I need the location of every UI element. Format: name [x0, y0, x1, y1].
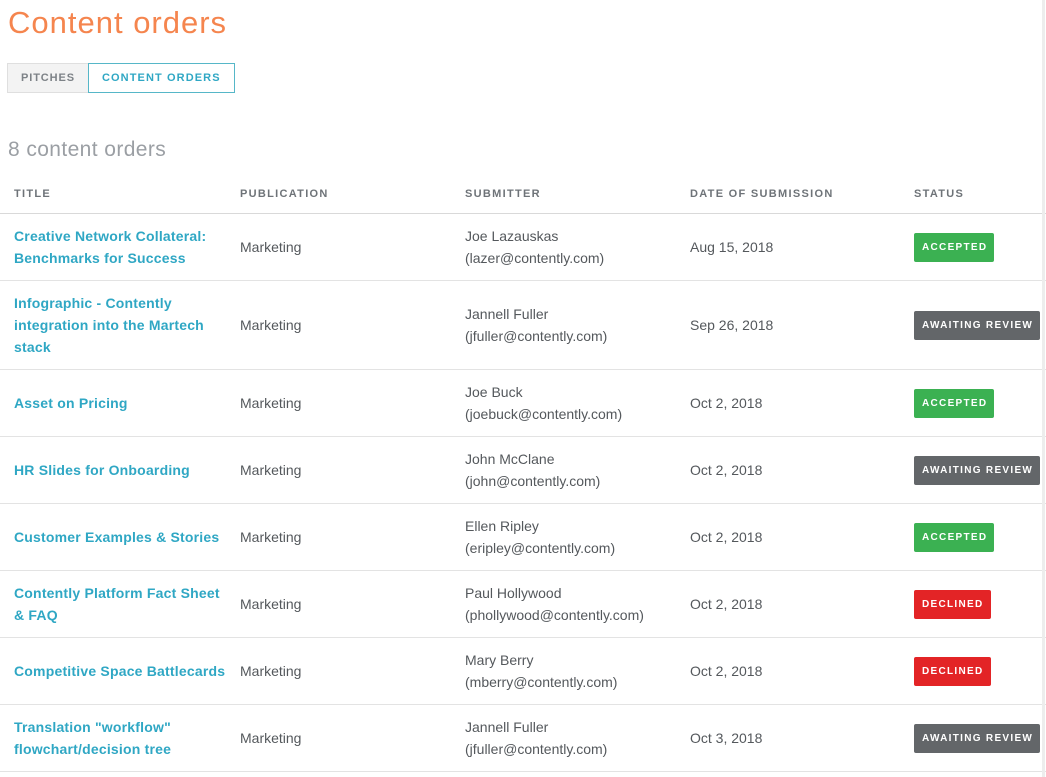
- order-title-link[interactable]: HR Slides for Onboarding: [14, 462, 190, 478]
- submitter-name: Jannell Fuller: [465, 306, 549, 322]
- column-header-date: DATE OF SUBMISSION: [690, 182, 914, 214]
- submitter-cell: Joe Buck (joebuck@contently.com): [465, 369, 690, 437]
- publication-cell: Marketing: [240, 637, 465, 705]
- publication-cell: Marketing: [240, 570, 465, 638]
- submitter-name: Ellen Ripley: [465, 518, 539, 534]
- column-header-publication: PUBLICATION: [240, 182, 465, 214]
- submitter-email: (eripley@contently.com): [465, 540, 616, 556]
- column-header-status: STATUS: [914, 182, 1046, 214]
- submitter-email: (joebuck@contently.com): [465, 406, 623, 422]
- table-row: Asset on Pricing Marketing Joe Buck (joe…: [0, 369, 1046, 437]
- submitter-email: (mberry@contently.com): [465, 674, 618, 690]
- order-title-link[interactable]: Creative Network Collateral: Benchmarks …: [14, 228, 207, 266]
- submitter-cell: Paul Hollywood (phollywood@contently.com…: [465, 570, 690, 638]
- status-badge: AWAITING REVIEW: [914, 455, 1041, 485]
- order-title-link[interactable]: Infographic - Contently integration into…: [14, 295, 204, 355]
- table-row: Translation "workflow" flowchart/decisio…: [0, 704, 1046, 772]
- date-cell: Oct 2, 2018: [690, 503, 914, 571]
- order-title-link[interactable]: Customer Examples & Stories: [14, 529, 220, 545]
- content-orders-table: TITLE PUBLICATION SUBMITTER DATE OF SUBM…: [0, 182, 1046, 772]
- submitter-email: (john@contently.com): [465, 473, 601, 489]
- status-badge: AWAITING REVIEW: [914, 310, 1041, 340]
- date-cell: Oct 2, 2018: [690, 369, 914, 437]
- status-badge: ACCEPTED: [914, 522, 995, 552]
- submitter-cell: John McClane (john@contently.com): [465, 436, 690, 504]
- submitter-email: (phollywood@contently.com): [465, 607, 644, 623]
- status-badge: AWAITING REVIEW: [914, 723, 1041, 753]
- table-row: Creative Network Collateral: Benchmarks …: [0, 213, 1046, 281]
- tab-pitches[interactable]: PITCHES: [7, 63, 89, 93]
- publication-cell: Marketing: [240, 280, 465, 370]
- order-title-link[interactable]: Translation "workflow" flowchart/decisio…: [14, 719, 172, 757]
- status-badge: ACCEPTED: [914, 232, 995, 262]
- table-row: Contently Platform Fact Sheet & FAQ Mark…: [0, 570, 1046, 638]
- scrollbar[interactable]: [1042, 0, 1045, 777]
- submitter-cell: Jannell Fuller (jfuller@contently.com): [465, 280, 690, 370]
- submitter-name: Paul Hollywood: [465, 585, 562, 601]
- submitter-name: Mary Berry: [465, 652, 534, 668]
- table-row: Competitive Space Battlecards Marketing …: [0, 637, 1046, 705]
- publication-cell: Marketing: [240, 369, 465, 437]
- submitter-email: (lazer@contently.com): [465, 250, 605, 266]
- publication-cell: Marketing: [240, 436, 465, 504]
- order-title-link[interactable]: Contently Platform Fact Sheet & FAQ: [14, 585, 220, 623]
- page-title: Content orders: [8, 5, 228, 40]
- date-cell: Oct 2, 2018: [690, 637, 914, 705]
- tab-group: PITCHES CONTENT ORDERS: [7, 63, 1046, 93]
- order-title-link[interactable]: Asset on Pricing: [14, 395, 128, 411]
- date-cell: Sep 26, 2018: [690, 280, 914, 370]
- submitter-cell: Mary Berry (mberry@contently.com): [465, 637, 690, 705]
- table-row: HR Slides for Onboarding Marketing John …: [0, 436, 1046, 504]
- publication-cell: Marketing: [240, 503, 465, 571]
- submitter-cell: Jannell Fuller (jfuller@contently.com): [465, 704, 690, 772]
- submitter-email: (jfuller@contently.com): [465, 741, 608, 757]
- tab-content-orders[interactable]: CONTENT ORDERS: [87, 63, 235, 93]
- publication-cell: Marketing: [240, 704, 465, 772]
- date-cell: Aug 15, 2018: [690, 213, 914, 281]
- table-header-row: TITLE PUBLICATION SUBMITTER DATE OF SUBM…: [0, 182, 1046, 214]
- publication-cell: Marketing: [240, 213, 465, 281]
- submitter-name: Joe Buck: [465, 384, 523, 400]
- column-header-title: TITLE: [0, 182, 240, 214]
- date-cell: Oct 3, 2018: [690, 704, 914, 772]
- submitter-name: Jannell Fuller: [465, 719, 549, 735]
- submitter-name: John McClane: [465, 451, 555, 467]
- status-badge: DECLINED: [914, 656, 991, 686]
- date-cell: Oct 2, 2018: [690, 436, 914, 504]
- order-title-link[interactable]: Competitive Space Battlecards: [14, 663, 226, 679]
- status-badge: DECLINED: [914, 589, 991, 619]
- table-row: Infographic - Contently integration into…: [0, 280, 1046, 370]
- submitter-cell: Joe Lazauskas (lazer@contently.com): [465, 213, 690, 281]
- submitter-name: Joe Lazauskas: [465, 228, 559, 244]
- submitter-cell: Ellen Ripley (eripley@contently.com): [465, 503, 690, 571]
- date-cell: Oct 2, 2018: [690, 570, 914, 638]
- submitter-email: (jfuller@contently.com): [465, 328, 608, 344]
- table-row: Customer Examples & Stories Marketing El…: [0, 503, 1046, 571]
- status-badge: ACCEPTED: [914, 388, 995, 418]
- column-header-submitter: SUBMITTER: [465, 182, 690, 214]
- order-count-heading: 8 content orders: [8, 138, 167, 161]
